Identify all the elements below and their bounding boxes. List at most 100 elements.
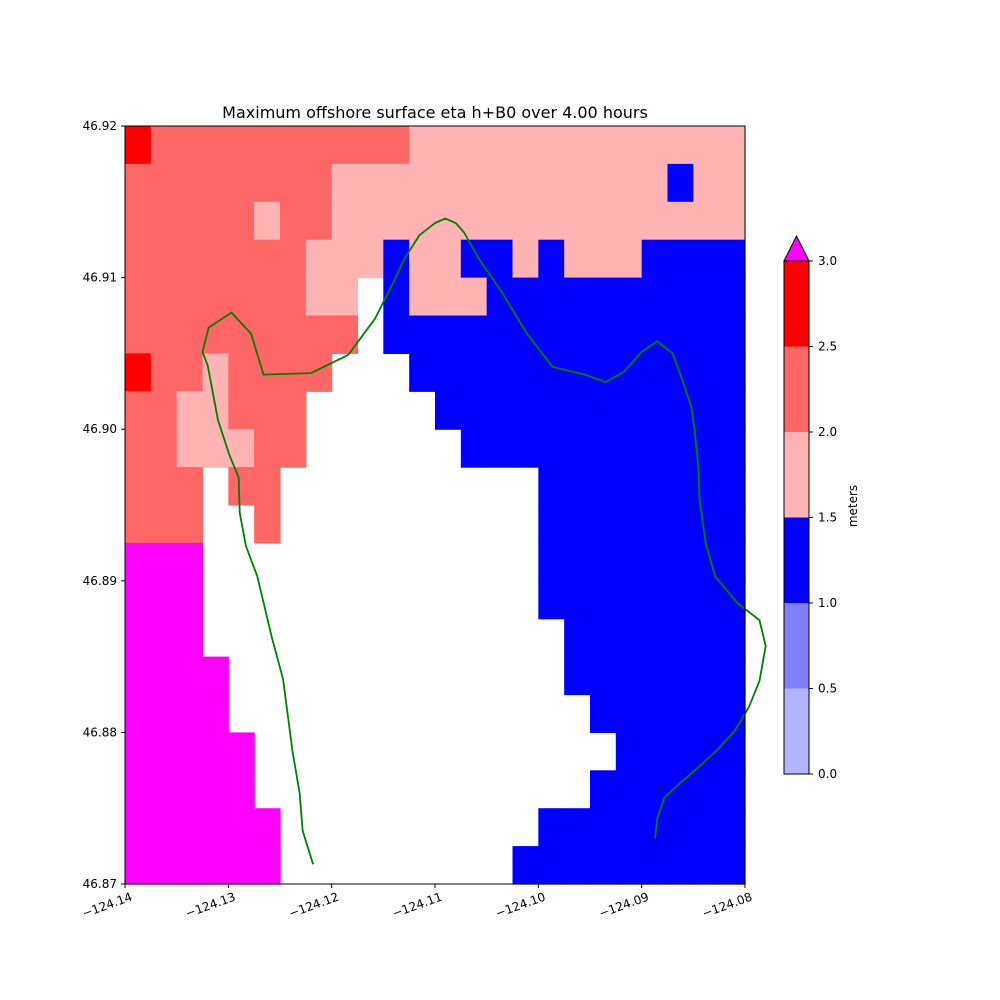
heatmap-cell bbox=[305, 201, 333, 241]
heatmap-cell bbox=[538, 201, 565, 241]
heatmap-cell bbox=[383, 315, 410, 354]
heatmap-cell bbox=[202, 353, 229, 392]
heatmap-cell bbox=[590, 163, 617, 203]
heatmap-cell bbox=[590, 770, 617, 809]
y-tick-label: 46.87 bbox=[83, 877, 117, 891]
heatmap-cell bbox=[254, 277, 281, 317]
heatmap-cell bbox=[202, 126, 229, 165]
heatmap-cell bbox=[564, 542, 591, 582]
heatmap-cell bbox=[719, 467, 746, 506]
heatmap-cell bbox=[590, 277, 617, 317]
heatmap-cell bbox=[719, 429, 746, 468]
heatmap-cell bbox=[615, 618, 643, 658]
heatmap-cell bbox=[254, 201, 281, 241]
heatmap-cell bbox=[512, 846, 539, 885]
heatmap-cell bbox=[693, 391, 720, 430]
heatmap-cell bbox=[125, 846, 152, 885]
heatmap-cell bbox=[590, 846, 617, 885]
heatmap-cell bbox=[409, 126, 436, 165]
heatmap-cell bbox=[150, 732, 178, 771]
heatmap-cell bbox=[693, 201, 720, 241]
heatmap-cell bbox=[667, 163, 694, 203]
heatmap-cell bbox=[150, 391, 178, 430]
heatmap-cell bbox=[176, 163, 204, 203]
heatmap-cell bbox=[435, 391, 462, 430]
chart-title: Maximum offshore surface eta h+B0 over 4… bbox=[222, 103, 648, 122]
heatmap-cell bbox=[512, 126, 539, 165]
heatmap-cell bbox=[641, 694, 669, 733]
heatmap-cell bbox=[667, 656, 694, 696]
colorbar-tick-label: 0.5 bbox=[818, 682, 837, 696]
heatmap-cell bbox=[693, 315, 720, 354]
heatmap-cell bbox=[280, 239, 307, 279]
heatmap-cell bbox=[202, 201, 229, 241]
heatmap-cell bbox=[641, 201, 669, 241]
heatmap-cell bbox=[667, 201, 694, 241]
heatmap-cell bbox=[693, 846, 720, 885]
heatmap-cell bbox=[641, 163, 669, 203]
heatmap-cell bbox=[150, 694, 178, 733]
heatmap-cell bbox=[125, 391, 152, 430]
heatmap-cell bbox=[460, 277, 488, 317]
heatmap-cell bbox=[641, 429, 669, 468]
heatmap-cell bbox=[512, 201, 539, 241]
heatmap-cell bbox=[538, 315, 565, 354]
heatmap-cell bbox=[590, 391, 617, 430]
heatmap-cell bbox=[590, 126, 617, 165]
heatmap-cell bbox=[202, 694, 229, 733]
heatmap-cell bbox=[590, 542, 617, 582]
heatmap-cell bbox=[280, 315, 307, 354]
heatmap-cell bbox=[150, 808, 178, 847]
heatmap-cell bbox=[202, 429, 229, 468]
heatmap-cell bbox=[615, 505, 643, 544]
heatmap-cell bbox=[125, 542, 152, 582]
heatmap-cell bbox=[150, 770, 178, 809]
heatmap-cell bbox=[590, 315, 617, 354]
heatmap-cell bbox=[719, 201, 746, 241]
y-tick-label: 46.88 bbox=[83, 725, 117, 739]
heatmap-cell bbox=[512, 315, 539, 354]
heatmap-cell bbox=[280, 391, 307, 430]
heatmap-cell bbox=[719, 656, 746, 696]
heatmap-cell bbox=[693, 163, 720, 203]
heatmap-cell bbox=[228, 391, 255, 430]
heatmap-cell bbox=[538, 467, 565, 506]
colorbar-tick-label: 1.5 bbox=[818, 511, 837, 525]
heatmap-cell bbox=[280, 277, 307, 317]
heatmap-cell bbox=[641, 315, 669, 354]
heatmap-cell bbox=[409, 163, 436, 203]
heatmap-cell bbox=[125, 732, 152, 771]
heatmap-cell bbox=[435, 239, 462, 279]
heatmap-cell bbox=[564, 201, 591, 241]
heatmap-cell bbox=[486, 126, 514, 165]
heatmap-cell bbox=[202, 163, 229, 203]
heatmap-cell bbox=[667, 694, 694, 733]
heatmap-cell bbox=[693, 353, 720, 392]
heatmap-cell bbox=[176, 201, 204, 241]
heatmap-cell bbox=[254, 239, 281, 279]
heatmap-cell bbox=[409, 353, 436, 392]
heatmap-cell bbox=[667, 732, 694, 771]
colorbar-tick-label: 2.0 bbox=[818, 425, 837, 439]
heatmap-cell bbox=[176, 353, 204, 392]
heatmap-cell bbox=[228, 277, 255, 317]
heatmap-cell bbox=[305, 315, 333, 354]
y-axis: 46.87 46.88 46.89 46.90 46.91 46.92 bbox=[83, 119, 125, 891]
heatmap-cell bbox=[486, 391, 514, 430]
heatmap-cell bbox=[564, 846, 591, 885]
colorbar-segment bbox=[784, 688, 809, 774]
heatmap-cell bbox=[512, 429, 539, 468]
heatmap-cell bbox=[512, 277, 539, 317]
heatmap-cell bbox=[228, 467, 255, 506]
heatmap-cell bbox=[305, 126, 333, 165]
heatmap-cell bbox=[125, 694, 152, 733]
heatmap-cell bbox=[125, 163, 152, 203]
heatmap-cell bbox=[176, 239, 204, 279]
heatmap-cell bbox=[667, 846, 694, 885]
heatmap-cell bbox=[331, 126, 359, 165]
heatmap-cell bbox=[667, 505, 694, 544]
heatmap-cell bbox=[719, 277, 746, 317]
heatmap-cell bbox=[202, 770, 229, 809]
colorbar: 0.0 0.5 1.0 1.5 2.0 2.5 3.0 bbox=[783, 234, 837, 781]
heatmap-cell bbox=[590, 656, 617, 696]
